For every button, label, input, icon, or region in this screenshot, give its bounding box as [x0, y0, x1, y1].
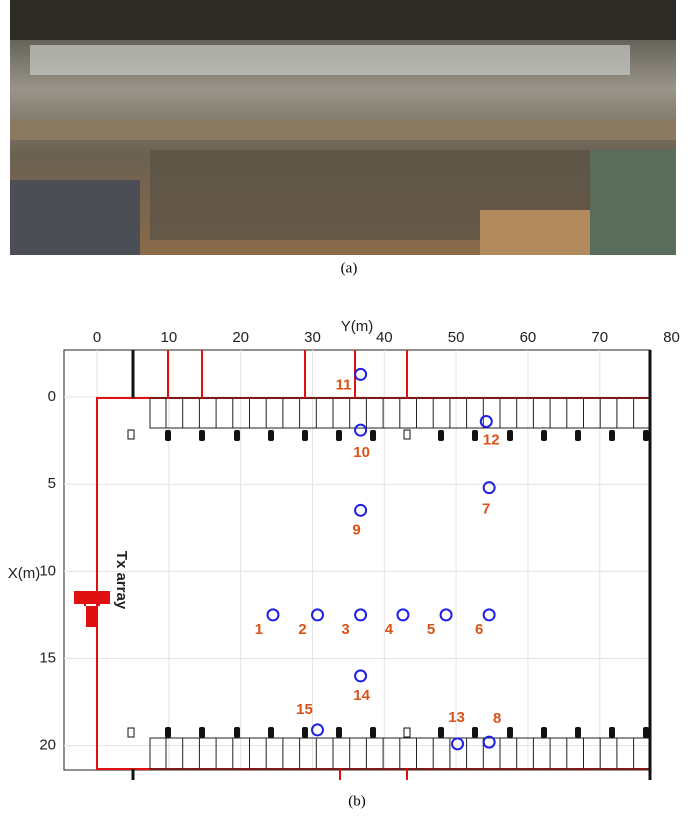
point-label: 1 [255, 621, 263, 638]
pillar [302, 430, 308, 441]
point-label: 6 [475, 621, 483, 638]
pillar [268, 727, 274, 738]
pillar [438, 430, 444, 441]
x-tick-label: 0 [93, 329, 101, 346]
point-label: 8 [493, 710, 501, 727]
x-tick-label: 30 [304, 329, 321, 346]
pillar [370, 727, 376, 738]
x-axis-label: Y(m) [341, 318, 374, 335]
pillar [199, 430, 205, 441]
pillar [575, 430, 581, 441]
pillar [609, 727, 615, 738]
point-label: 15 [296, 701, 313, 718]
pillar [268, 430, 274, 441]
pillar [438, 727, 444, 738]
y-tick-label: 15 [39, 649, 56, 666]
x-tick-label: 50 [448, 329, 465, 346]
y-axis-label: X(m) [8, 565, 41, 582]
pillar [541, 727, 547, 738]
x-tick-label: 40 [376, 329, 393, 346]
point-label: 2 [298, 621, 306, 638]
x-tick-label: 60 [520, 329, 537, 346]
y-tick-label: 5 [48, 475, 56, 492]
pillar [336, 430, 342, 441]
pillar [507, 430, 513, 441]
pillar [643, 430, 649, 441]
pillar [472, 430, 478, 441]
y-tick-label: 10 [39, 562, 56, 579]
pillar [302, 727, 308, 738]
point-label: 10 [353, 444, 370, 461]
pillar [199, 727, 205, 738]
x-tick-label: 80 [663, 329, 680, 346]
plot [64, 350, 650, 770]
pillar [472, 727, 478, 738]
pillar [575, 727, 581, 738]
x-tick-label: 20 [232, 329, 249, 346]
point-label: 4 [385, 621, 394, 638]
figure: (a) Tx array Y(m) X(m) (b) 1234567891011… [0, 0, 699, 816]
y-tick-label: 20 [39, 737, 56, 754]
annotation: Tx array [113, 551, 130, 610]
x-tick-label: 70 [591, 329, 608, 346]
pillar [541, 430, 547, 441]
pillar [165, 727, 171, 738]
pillar [507, 727, 513, 738]
pillar [234, 430, 240, 441]
pillar [234, 727, 240, 738]
y-tick-label: 0 [48, 388, 56, 405]
point-label: 5 [427, 621, 435, 638]
point-label: 3 [341, 621, 349, 638]
caption: (b) [348, 793, 366, 809]
pillar [643, 727, 649, 738]
point-label: 7 [482, 501, 490, 518]
point-label: 13 [448, 709, 465, 726]
caption: (a) [341, 260, 358, 276]
pillar [609, 430, 615, 441]
point-label: 14 [353, 687, 370, 704]
pillar [370, 430, 376, 441]
x-tick-label: 10 [161, 329, 178, 346]
pillar [165, 430, 171, 441]
point-label: 11 [336, 376, 352, 393]
pillar [336, 727, 342, 738]
point-label: 12 [483, 431, 500, 448]
photo [10, 0, 676, 255]
point-label: 9 [352, 521, 360, 538]
